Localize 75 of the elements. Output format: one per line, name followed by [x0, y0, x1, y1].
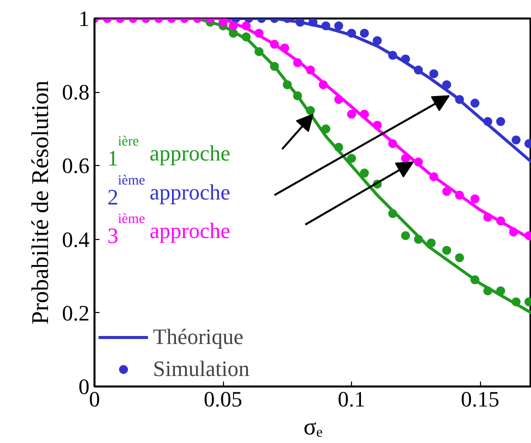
point — [296, 18, 305, 27]
point — [280, 43, 290, 52]
point — [401, 154, 410, 163]
point — [470, 98, 480, 108]
point — [414, 158, 423, 167]
point — [414, 234, 423, 244]
point — [442, 186, 452, 196]
point — [347, 110, 356, 119]
point — [242, 32, 251, 42]
point — [372, 120, 382, 130]
point — [512, 135, 521, 144]
point — [306, 106, 315, 115]
annotation: 3ième approche — [107, 212, 230, 248]
point — [429, 172, 438, 182]
point — [388, 139, 398, 148]
y-axis-title: Probabilité de Résolution — [28, 80, 54, 324]
point — [455, 94, 464, 104]
point — [426, 238, 436, 248]
point — [321, 21, 330, 30]
point — [470, 194, 480, 204]
point — [455, 190, 464, 200]
point — [360, 110, 369, 119]
annotation: 2ième approche — [107, 173, 230, 210]
point — [334, 21, 344, 30]
point — [334, 142, 344, 152]
point — [293, 58, 302, 68]
point — [242, 21, 251, 30]
point — [321, 124, 330, 134]
y-tick-label: 1 — [78, 6, 90, 31]
point — [388, 209, 398, 218]
point — [483, 117, 492, 126]
point — [429, 69, 438, 78]
point — [496, 286, 506, 296]
point — [334, 94, 344, 104]
legend-label: Simulation — [153, 356, 250, 382]
point — [306, 66, 315, 75]
point — [282, 80, 292, 90]
x-axis-title: σₑ — [303, 414, 323, 440]
x-tick-label: 0.1 — [338, 386, 366, 412]
x-tick-label: 0.15 — [460, 386, 500, 412]
y-tick-label: 0.4 — [62, 226, 90, 252]
point — [442, 80, 452, 90]
point — [401, 231, 410, 240]
point — [442, 246, 452, 255]
point — [496, 216, 506, 226]
y-tick-label: 0.2 — [62, 300, 90, 326]
point — [254, 47, 264, 56]
point — [388, 50, 398, 60]
point — [470, 275, 480, 284]
point — [509, 227, 518, 236]
point — [347, 154, 356, 163]
point — [360, 28, 369, 38]
point — [483, 212, 492, 222]
point — [496, 117, 506, 126]
y-tick-label: 0.6 — [62, 153, 90, 178]
point — [293, 91, 302, 100]
legend-label: Théorique — [153, 324, 244, 350]
point — [308, 18, 318, 27]
point — [318, 80, 328, 90]
point — [512, 297, 521, 306]
point — [483, 286, 492, 296]
y-tick-label: 0.8 — [62, 80, 90, 105]
point — [360, 168, 369, 178]
point — [347, 28, 356, 38]
point — [228, 21, 238, 30]
point — [372, 36, 382, 46]
point — [254, 28, 264, 38]
point — [401, 54, 410, 64]
point — [228, 28, 238, 38]
point — [414, 66, 423, 75]
point — [455, 253, 464, 262]
annotation: 1ière approche — [107, 134, 230, 171]
point — [270, 62, 279, 71]
x-tick-label: 0.05 — [204, 386, 242, 412]
point — [270, 40, 279, 49]
